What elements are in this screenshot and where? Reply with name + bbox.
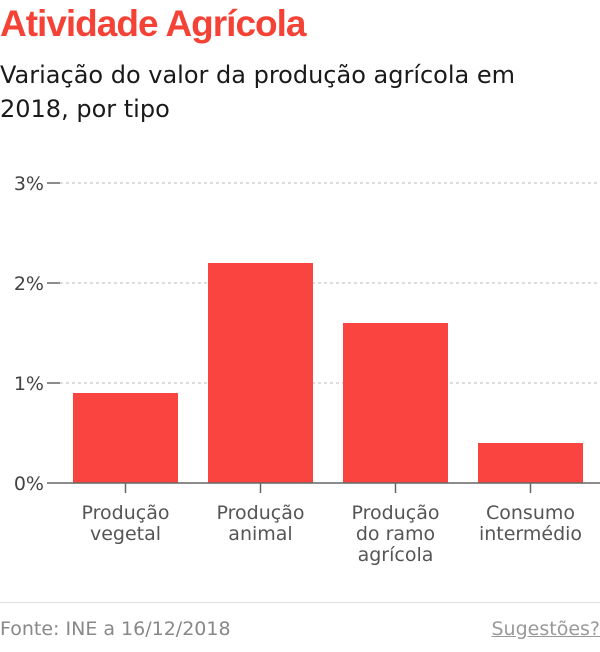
x-tick-label: intermédio xyxy=(479,523,582,545)
y-tick-label: 0% xyxy=(14,473,44,495)
chart-subtitle: Variação do valor da produção agrícola e… xyxy=(0,61,516,123)
x-tick-label: Produção xyxy=(352,502,440,524)
x-tick-label: Produção xyxy=(82,502,170,524)
chart-title: Atividade Agrícola xyxy=(0,3,306,44)
bar xyxy=(478,443,583,483)
source-note: Fonte: INE a 16/12/2018 xyxy=(0,618,231,640)
x-tick-label: agrícola xyxy=(358,544,434,566)
x-tick-label: Consumo xyxy=(486,502,575,524)
x-tick-label: Produção xyxy=(217,502,305,524)
bar-chart: 0%1%2%3%ProduçãovegetalProduçãoanimalPro… xyxy=(14,173,600,566)
bar xyxy=(208,263,313,483)
x-tick-label: do ramo xyxy=(356,523,435,545)
y-tick-label: 3% xyxy=(14,173,44,195)
x-tick-label: animal xyxy=(228,523,292,545)
suggestions-link[interactable]: Sugestões? xyxy=(491,618,600,640)
y-tick-label: 2% xyxy=(14,273,44,295)
bar xyxy=(343,323,448,483)
y-tick-label: 1% xyxy=(14,373,44,395)
footer-divider xyxy=(0,602,600,603)
x-tick-label: vegetal xyxy=(90,523,161,545)
bar xyxy=(73,393,178,483)
